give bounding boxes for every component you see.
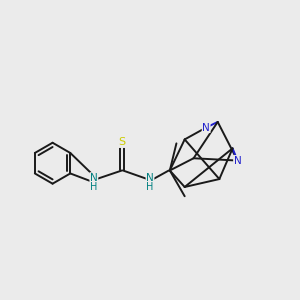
Text: N: N: [146, 173, 154, 183]
Text: N: N: [202, 122, 210, 133]
Text: N: N: [90, 173, 98, 183]
Text: H: H: [146, 182, 154, 192]
Text: N: N: [234, 156, 242, 166]
Text: S: S: [118, 137, 125, 147]
Text: H: H: [90, 182, 98, 192]
